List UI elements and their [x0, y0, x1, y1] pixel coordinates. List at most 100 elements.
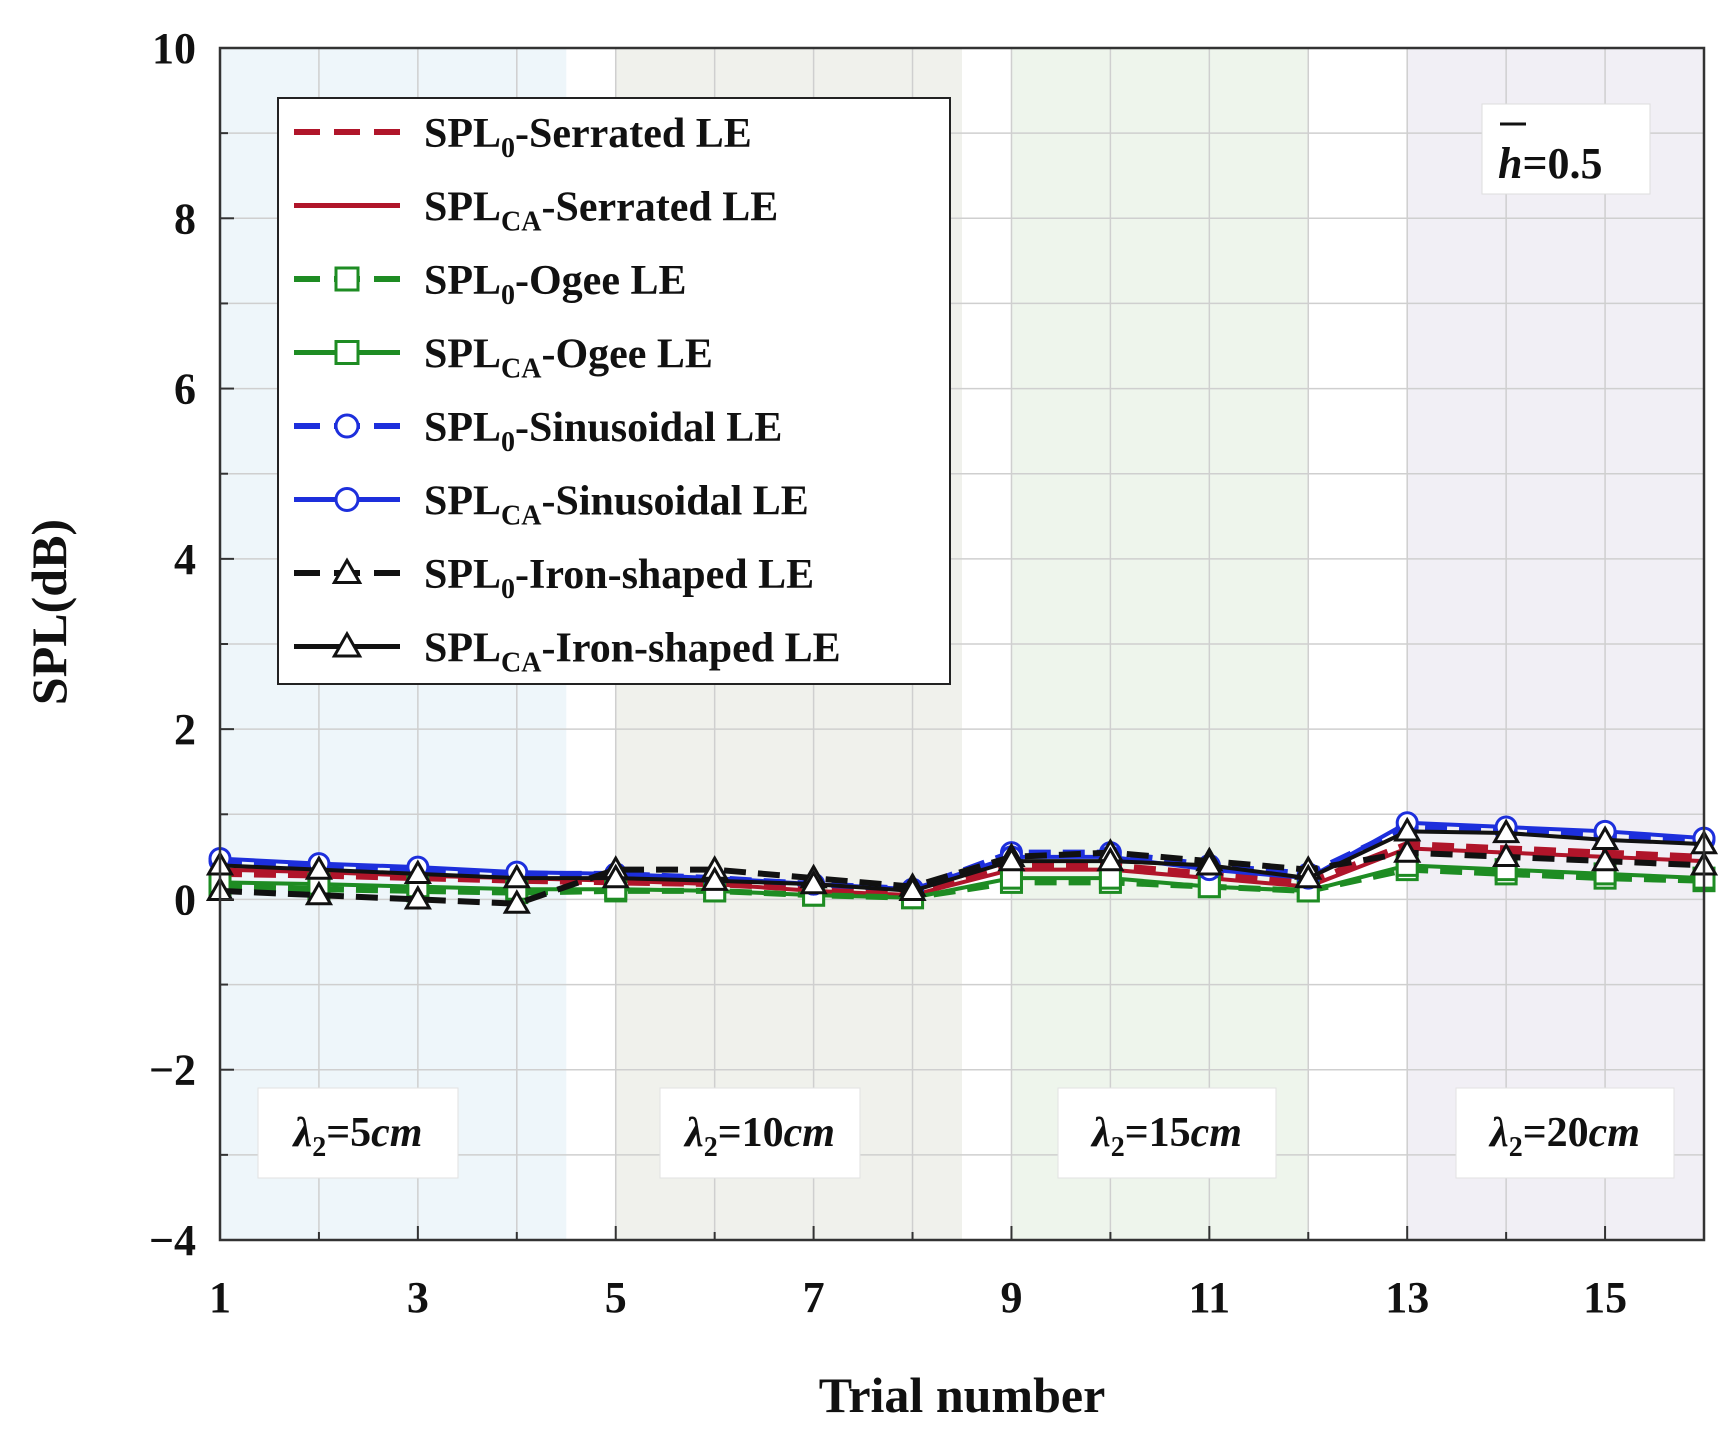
data-point [1590, 846, 1620, 872]
y-tick-label: 6 [174, 365, 196, 414]
region-label-eq: = [1125, 1110, 1149, 1156]
legend-label-base: SPL [424, 258, 501, 304]
region-label-eq: = [718, 1110, 742, 1156]
data-point [502, 863, 531, 889]
y-tick-label: 0 [174, 875, 196, 924]
legend-swatch-marker [334, 340, 360, 365]
region-label-3: λ2=15cm [1057, 1087, 1277, 1179]
h-bar-symbol: h [1498, 139, 1522, 188]
legend-label-sub: 0 [501, 133, 515, 164]
region-label-sub: 2 [312, 1132, 326, 1163]
legend-label: SPL0-Iron-shaped LE [424, 552, 814, 605]
x-tick-label: 7 [803, 1273, 825, 1322]
y-tick-label: 10 [152, 24, 196, 73]
x-tick-label: 11 [1189, 1273, 1231, 1322]
legend-swatch-marker [331, 630, 363, 658]
data-point [304, 880, 334, 906]
region-label-num: 10 [742, 1110, 784, 1156]
series-line [219, 863, 1705, 900]
legend-label-base: SPL [424, 185, 501, 231]
data-point [799, 869, 828, 895]
data-point [1096, 846, 1125, 872]
y-tick-label: 4 [174, 535, 196, 584]
legend-label-suffix: -Sinusoidal LE [541, 479, 808, 525]
region-label-sub: 2 [704, 1132, 718, 1163]
legend-label: SPLCA-Ogee LE [424, 332, 713, 385]
region-label-box [1455, 1087, 1675, 1179]
region-label-text: λ2=20cm [1488, 1110, 1640, 1163]
legend-label-sub: 0 [501, 280, 515, 311]
x-tick-label: 3 [407, 1273, 429, 1322]
region-label-num: 20 [1547, 1110, 1589, 1156]
region-label-text: λ2=15cm [1090, 1110, 1242, 1163]
region-label-1: λ2=5cm [257, 1087, 459, 1179]
x-tick-label: 9 [1000, 1273, 1022, 1322]
region-label-unit: cm [371, 1110, 422, 1156]
legend-label-suffix: -Ogee LE [515, 258, 686, 304]
region-label-symbol: λ [683, 1110, 704, 1156]
data-point [403, 859, 432, 885]
data-point [1492, 818, 1521, 844]
legend-label-base: SPL [424, 111, 501, 157]
data-point [304, 855, 334, 880]
x-tick-label: 15 [1583, 1273, 1627, 1322]
h-bar-label: h=0.5 [1481, 103, 1651, 195]
data-point [1393, 816, 1422, 842]
data-point [502, 889, 531, 914]
x-tick-label: 5 [605, 1273, 627, 1322]
region-label-num: 15 [1149, 1110, 1191, 1156]
legend-label-sub: 0 [501, 427, 515, 458]
data-point [403, 884, 432, 910]
region-label-box [1057, 1087, 1277, 1179]
region-label-box [659, 1087, 861, 1179]
legend-label: SPLCA-Iron-shaped LE [424, 626, 841, 679]
legend-item: SPLCA-Serrated LE [294, 185, 778, 238]
legend-label-sub: CA [501, 354, 542, 385]
data-point [898, 876, 927, 902]
legend-label-sub: 0 [501, 574, 515, 605]
data-point [997, 846, 1026, 872]
series-line [219, 824, 1705, 893]
legend-label-suffix: -Iron-shaped LE [541, 626, 840, 672]
legend-label: SPL0-Sinusoidal LE [424, 405, 782, 458]
region-label-unit: cm [784, 1110, 835, 1156]
y-tick-label: −4 [149, 1216, 196, 1265]
series-1 [219, 841, 1705, 896]
h-bar-text: h=0.5 [1498, 139, 1603, 188]
region-label-4: λ2=20cm [1455, 1087, 1675, 1179]
legend-label-suffix: -Sinusoidal LE [515, 405, 782, 451]
legend-box [277, 97, 951, 685]
y-axis-label: SPL(dB) [21, 519, 77, 705]
legend-item: SPLCA-Iron-shaped LE [294, 626, 841, 679]
region-label-text: λ2=10cm [683, 1110, 835, 1163]
legend-label-base: SPL [424, 405, 501, 451]
x-axis-label: Trial number [819, 1367, 1106, 1423]
data-point [700, 866, 729, 891]
legend-item: SPL0-Iron-shaped LE [294, 552, 814, 605]
x-tick-label: 13 [1385, 1273, 1429, 1322]
legend-label-sub: CA [501, 207, 542, 238]
region-label-symbol: λ [1488, 1110, 1509, 1156]
region-label-eq: = [1523, 1110, 1547, 1156]
series-line [219, 841, 1705, 896]
data-point [1492, 842, 1521, 867]
legend-label-sub: CA [501, 501, 542, 532]
region-label-unit: cm [1191, 1110, 1242, 1156]
series-line [219, 849, 1705, 907]
y-tick-label: −2 [149, 1046, 196, 1095]
legend-item: SPLCA-Sinusoidal LE [294, 479, 809, 532]
region-label-sub: 2 [1509, 1132, 1523, 1163]
data-point [1294, 863, 1323, 889]
legend-swatch-marker [334, 413, 360, 439]
legend-item: SPLCA-Ogee LE [294, 332, 713, 385]
legend-swatch-marker [334, 487, 360, 512]
region-label-sub: 2 [1111, 1132, 1125, 1163]
y-tick-label: 8 [174, 194, 196, 243]
legend-item: SPL0-Ogee LE [294, 258, 687, 311]
legend-label-base: SPL [424, 626, 501, 672]
legend-label: SPL0-Serrated LE [424, 111, 752, 164]
legend-label: SPLCA-Serrated LE [424, 185, 778, 238]
legend-label: SPL0-Ogee LE [424, 258, 687, 311]
x-tick-label: 1 [209, 1273, 231, 1322]
